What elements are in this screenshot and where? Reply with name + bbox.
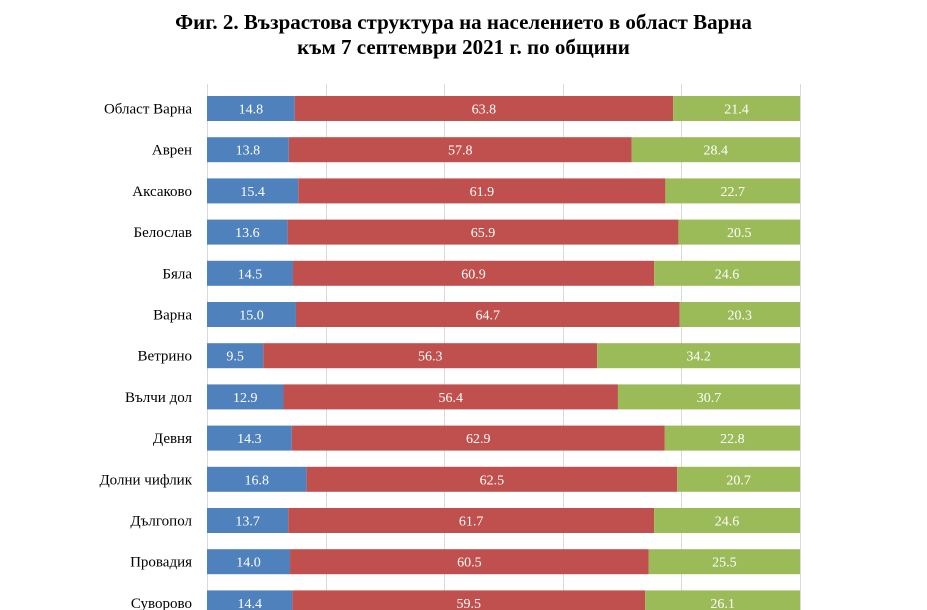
data-label: 24.6 <box>715 515 740 530</box>
data-label: 14.5 <box>238 267 263 282</box>
bar-segment <box>677 466 800 492</box>
chart-title-line-2: към 7 септември 2021 г. по общини <box>297 35 630 59</box>
bar-segment <box>295 302 680 327</box>
data-label: 65.9 <box>471 226 496 241</box>
category-label: Област Варна <box>104 102 192 118</box>
data-label: 61.9 <box>470 185 495 200</box>
data-label: 56.4 <box>438 391 463 406</box>
bar-segment <box>665 178 800 204</box>
data-label: 16.8 <box>245 473 270 488</box>
data-label: 20.5 <box>727 226 752 241</box>
data-label: 14.3 <box>237 432 262 447</box>
data-label: 15.0 <box>239 309 264 324</box>
category-label: Аврен <box>152 143 192 159</box>
category-label: Бяла <box>162 266 192 282</box>
category-label: Суворово <box>131 596 192 610</box>
data-label: 57.8 <box>448 144 473 159</box>
bar-segment <box>207 178 299 204</box>
category-label: Долни чифлик <box>99 472 192 488</box>
bar-segment <box>207 549 291 575</box>
data-label: 61.7 <box>459 515 484 530</box>
data-label: 20.3 <box>728 309 753 324</box>
category-label: Варна <box>153 308 192 324</box>
bar-segment <box>207 466 307 492</box>
bar-segment <box>679 302 800 327</box>
data-label: 60.5 <box>457 556 482 571</box>
data-label: 22.7 <box>720 185 745 200</box>
category-label: Ветрино <box>138 349 192 365</box>
bar-segment <box>207 302 296 327</box>
data-label: 14.0 <box>236 556 261 571</box>
bar-segment <box>597 343 800 369</box>
bar-segment <box>290 549 649 575</box>
bar-segment <box>664 425 800 451</box>
bar-segment <box>288 508 655 533</box>
data-label: 34.2 <box>686 350 711 365</box>
bar-segment <box>207 260 293 286</box>
chart-title-line-1: Фиг. 2. Възрастова структура на населени… <box>175 10 752 34</box>
data-label: 60.9 <box>461 267 486 282</box>
data-label: 22.8 <box>720 432 745 447</box>
bar-segment <box>263 343 598 369</box>
category-label: Провадия <box>130 555 192 571</box>
bar-segment <box>207 384 284 410</box>
data-label: 21.4 <box>724 103 749 118</box>
data-label: 64.7 <box>476 309 501 324</box>
bar-segment <box>207 508 289 533</box>
bar-segment <box>645 590 800 610</box>
data-label: 25.5 <box>712 556 737 571</box>
bar-segment <box>292 590 646 610</box>
bar-segment <box>678 219 800 245</box>
data-label: 62.9 <box>466 432 491 447</box>
bar-segment <box>291 425 665 451</box>
data-label: 15.4 <box>240 185 265 200</box>
category-label: Аксаково <box>132 184 192 200</box>
data-label: 59.5 <box>457 597 482 610</box>
data-label: 28.4 <box>704 144 729 159</box>
data-label: 9.5 <box>226 350 244 365</box>
bar-segment <box>306 466 678 492</box>
bar-segment <box>292 260 655 286</box>
bar-segment <box>654 508 800 533</box>
data-label: 13.8 <box>236 144 261 159</box>
data-label: 56.3 <box>418 350 443 365</box>
data-label: 14.4 <box>237 597 262 610</box>
bar-segment <box>207 219 288 245</box>
data-label: 13.6 <box>235 226 260 241</box>
category-label: Дългопол <box>130 514 192 530</box>
bar-segment <box>283 384 618 410</box>
data-label: 63.8 <box>472 103 497 118</box>
bar-segment <box>298 178 666 204</box>
category-label: Девня <box>153 431 192 447</box>
category-label: Белослав <box>133 225 192 241</box>
bar-segment <box>287 219 679 245</box>
bar-segment <box>207 590 293 610</box>
bar-segment <box>631 137 800 163</box>
bar-segment <box>207 96 295 121</box>
category-label: Вълчи дол <box>125 390 193 406</box>
bar-segment <box>207 137 289 163</box>
bar-segment <box>294 96 674 121</box>
data-label: 14.8 <box>239 103 264 118</box>
data-label: 20.7 <box>726 473 751 488</box>
bar-segment <box>617 384 800 410</box>
data-label: 62.5 <box>480 473 505 488</box>
data-label: 24.6 <box>715 267 740 282</box>
bar-segment <box>673 96 800 121</box>
bar-segment <box>648 549 800 575</box>
bar-segment <box>207 343 264 369</box>
data-label: 13.7 <box>235 515 260 530</box>
bar-segment <box>288 137 632 163</box>
data-label: 12.9 <box>233 391 258 406</box>
bar-segment <box>654 260 800 286</box>
data-label: 30.7 <box>697 391 722 406</box>
data-label: 26.1 <box>710 597 735 610</box>
bar-segment <box>207 425 292 451</box>
